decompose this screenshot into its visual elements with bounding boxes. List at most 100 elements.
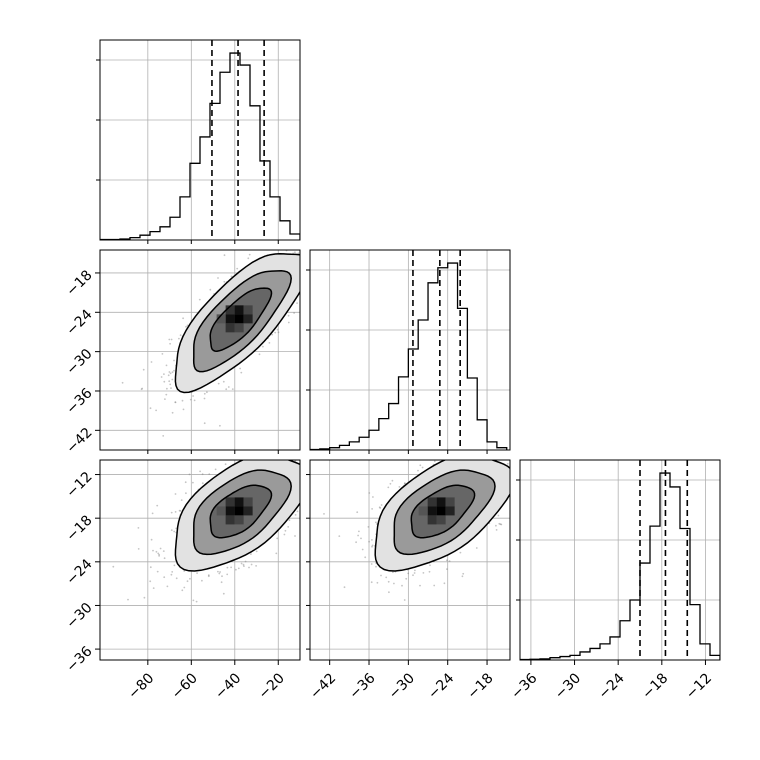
scatter-point — [163, 576, 166, 579]
scatter-point — [277, 331, 280, 334]
scatter-point — [499, 523, 502, 526]
scatter-point — [412, 574, 414, 577]
scatter-point — [170, 573, 173, 576]
scatter-point — [364, 556, 367, 559]
scatter-point — [462, 572, 465, 575]
scatter-point — [188, 473, 191, 476]
scatter-point — [217, 277, 219, 279]
scatter-point — [181, 589, 184, 592]
scatter-point — [236, 267, 239, 270]
scatter-point — [195, 600, 198, 603]
scatter-point — [168, 380, 171, 383]
density-cell — [427, 515, 437, 525]
scatter-point — [368, 492, 371, 494]
scatter-point — [268, 342, 271, 344]
scatter-point — [168, 338, 171, 341]
scatter-point — [149, 407, 152, 410]
scatter-point — [296, 510, 299, 513]
density-cell — [216, 506, 226, 516]
scatter-point — [287, 314, 290, 317]
scatter-point — [375, 521, 377, 524]
scatter-point — [155, 550, 158, 553]
scatter-point — [250, 563, 253, 566]
density-cell — [234, 497, 244, 507]
scatter-point — [368, 540, 370, 543]
contour-line-1 — [393, 469, 496, 556]
scatter-point — [203, 397, 206, 400]
scatter-point — [255, 550, 258, 553]
scatter-point — [419, 464, 422, 467]
scatter-point — [230, 275, 233, 278]
scatter-point — [376, 581, 379, 584]
scatter-point — [225, 388, 228, 391]
scatter-point — [405, 577, 408, 580]
scatter-point — [294, 514, 297, 516]
scatter-point — [227, 386, 230, 388]
scatter-point — [178, 337, 180, 340]
scatter-point — [358, 530, 360, 533]
scatter-point — [196, 572, 199, 574]
scatter-point — [388, 591, 390, 594]
scatter-point — [219, 571, 222, 573]
scatter-point — [255, 565, 257, 567]
scatter-point — [141, 387, 144, 390]
scatter-point — [167, 374, 170, 377]
scatter-point — [165, 393, 168, 396]
scatter-point — [171, 411, 174, 414]
density-cell — [243, 314, 253, 324]
scatter-point — [343, 586, 346, 589]
scatter-point — [192, 481, 194, 484]
scatter-point — [140, 388, 143, 391]
scatter-point — [407, 572, 410, 575]
scatter-point — [475, 547, 478, 549]
scatter-point — [174, 401, 177, 404]
scatter-point — [207, 575, 210, 578]
scatter-point — [421, 466, 424, 469]
scatter-point — [201, 473, 204, 476]
scatter-point — [184, 481, 187, 484]
scatter-point — [428, 570, 431, 573]
scatter-point — [150, 538, 153, 541]
hist-panel-0 — [100, 40, 300, 240]
scatter-point — [178, 509, 181, 512]
scatter-point — [391, 479, 394, 482]
scatter-point — [221, 575, 223, 578]
density-cell — [234, 515, 244, 525]
scatter-point — [323, 513, 325, 515]
contour-line-0 — [410, 484, 476, 539]
scatter-point — [429, 564, 431, 567]
scatter-point — [356, 511, 359, 514]
scatter-point — [180, 499, 183, 501]
scatter-point — [283, 533, 286, 536]
density-cell — [225, 305, 235, 315]
scatter-point — [243, 565, 245, 567]
scatter-point — [171, 571, 174, 573]
scatter-point — [287, 526, 290, 528]
pair-panel-0-1 — [100, 250, 300, 450]
scatter-point — [151, 512, 154, 515]
scatter-point — [498, 522, 501, 525]
scatter-point — [506, 462, 509, 465]
density-cell — [445, 497, 455, 507]
scatter-point — [169, 342, 172, 345]
scatter-point — [495, 524, 497, 527]
scatter-point — [276, 328, 279, 331]
scatter-point — [218, 572, 221, 575]
scatter-point — [174, 493, 177, 495]
scatter-point — [152, 587, 155, 589]
scatter-point — [223, 254, 226, 257]
scatter-point — [162, 550, 165, 552]
scatter-point — [166, 387, 168, 390]
scatter-point — [371, 508, 373, 510]
scatter-point — [446, 559, 448, 562]
scatter-point — [398, 486, 401, 488]
density-cell — [243, 305, 253, 315]
scatter-point — [175, 527, 178, 530]
hist-step-0 — [100, 52, 300, 240]
hist-step-2 — [520, 472, 720, 660]
scatter-point — [222, 592, 225, 595]
scatter-point — [242, 563, 245, 566]
scatter-point — [392, 571, 394, 574]
scatter-point — [297, 252, 300, 255]
scatter-point — [360, 537, 362, 540]
